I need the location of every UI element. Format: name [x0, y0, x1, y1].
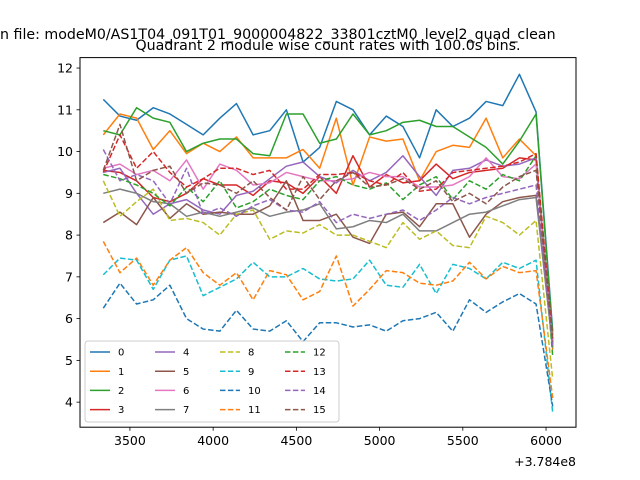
y-tick-label: 7 [65, 269, 73, 284]
axes-frame [79, 57, 577, 428]
legend-label-0: 0 [118, 348, 124, 359]
series-line-7 [103, 188, 554, 348]
y-tick-label: 4 [65, 395, 73, 410]
x-axis: 3500 4000 4500 5000 5500 6000 [114, 427, 562, 448]
y-tick-label: 5 [65, 353, 73, 368]
figure-suptitle: n file: modeM0/AS1T04_091T01_9000004822_… [0, 27, 556, 43]
y-tick-label: 8 [65, 228, 73, 243]
series-line-15 [102, 123, 554, 342]
series-layer [102, 73, 554, 413]
legend-label-2: 2 [118, 386, 124, 397]
x-tick-label: 3500 [114, 433, 146, 448]
series-line-2 [103, 106, 554, 336]
legend-label-14: 14 [313, 386, 326, 397]
y-tick-label: 12 [57, 61, 73, 76]
series-line-14 [102, 149, 554, 346]
legend-box [84, 340, 340, 423]
legend-label-7: 7 [183, 405, 189, 416]
series-line-1 [102, 113, 554, 351]
y-tick-label: 9 [65, 186, 73, 201]
legend-label-3: 3 [118, 405, 124, 416]
chart-title: Quadrant 2 module wise count rates with … [135, 38, 520, 54]
series-line-9 [102, 255, 554, 413]
series-line-11 [102, 241, 554, 399]
series-line-10 [102, 282, 554, 407]
x-tick-label: 6000 [530, 433, 562, 448]
legend-label-10: 10 [248, 386, 261, 397]
series-line-12 [103, 154, 554, 357]
legend-label-12: 12 [313, 348, 326, 359]
legend-label-1: 1 [118, 367, 124, 378]
series-line-4 [103, 154, 554, 346]
y-axis: 4 5 6 7 8 9 10 11 12 [57, 61, 80, 410]
y-tick-label: 10 [57, 144, 73, 159]
legend-label-5: 5 [183, 367, 189, 378]
x-tick-label: 5500 [447, 433, 479, 448]
legend-label-9: 9 [248, 367, 254, 378]
y-tick-label: 6 [65, 311, 73, 326]
series-line-6 [103, 157, 554, 342]
legend-label-11: 11 [248, 405, 261, 416]
x-offset-label: +3.784e8 [514, 454, 576, 469]
x-tick-label: 5000 [364, 433, 396, 448]
series-line-0 [102, 73, 554, 332]
series-line-3 [103, 154, 554, 344]
legend-label-4: 4 [183, 348, 189, 359]
legend-label-6: 6 [183, 386, 189, 397]
x-tick-label: 4000 [197, 433, 229, 448]
legend-label-15: 15 [313, 405, 326, 416]
legend-label-8: 8 [248, 348, 254, 359]
y-tick-label: 11 [57, 102, 73, 117]
legend-label-13: 13 [313, 367, 326, 378]
x-tick-label: 4500 [280, 433, 312, 448]
